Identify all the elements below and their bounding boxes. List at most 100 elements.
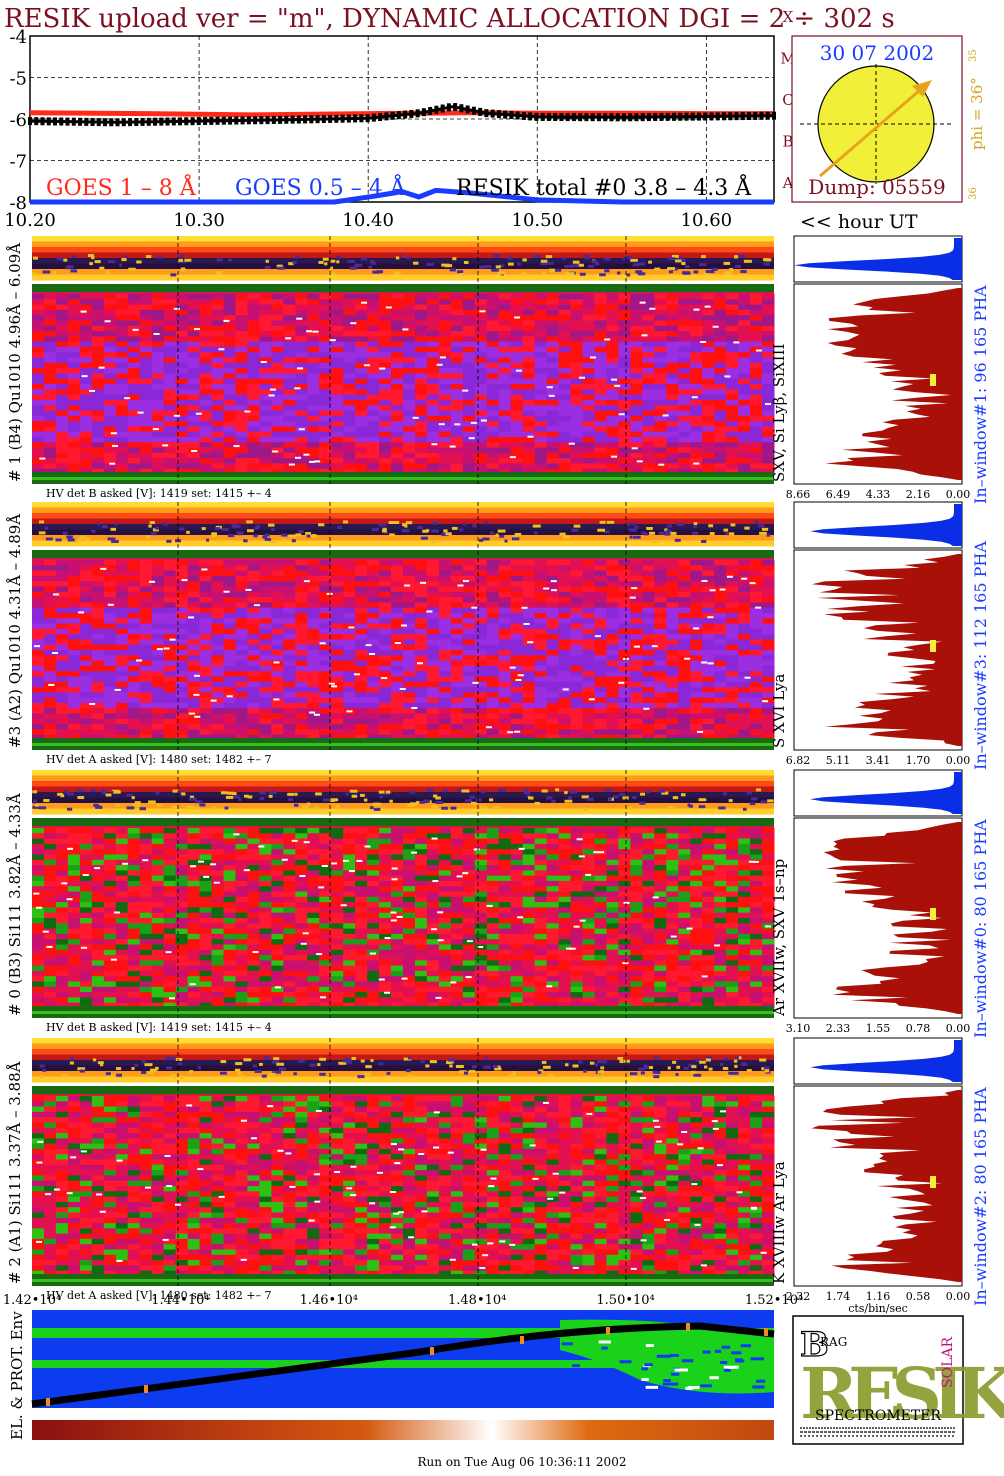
heatmap-hotpixel (169, 638, 176, 641)
heatmap-cell (115, 346, 129, 353)
heatmap-cell (474, 713, 488, 720)
heatmap-cell (367, 336, 380, 343)
heatmap-cell (67, 346, 81, 353)
heatmap-cell (199, 612, 212, 619)
heatmap-cell (762, 665, 775, 672)
heatmap-cell (486, 591, 500, 598)
heatmap-cell (426, 463, 440, 470)
heatmap-cell (271, 628, 284, 635)
heatmap-cell (331, 692, 344, 699)
heatmap-cell (355, 325, 368, 332)
strip-speckle (269, 539, 277, 543)
heatmap-hotpixel (385, 306, 392, 309)
heatmap-cell (666, 612, 679, 619)
heatmap-cell (391, 724, 404, 730)
heatmap-cell (199, 644, 212, 651)
heatmap-cell (726, 421, 739, 427)
heatmap-cell (594, 618, 607, 624)
heatmap-cell (522, 362, 536, 369)
heatmap-cell (319, 309, 332, 316)
heatmap-cell (690, 655, 703, 662)
heatmap-cell (678, 618, 691, 624)
heatmap-cell (331, 729, 344, 736)
heatmap-cell (115, 452, 129, 459)
heatmap-cell (67, 650, 81, 656)
heatmap-cell (582, 650, 595, 656)
heatmap-cell (343, 560, 356, 566)
heatmap-cell (678, 692, 691, 699)
strip-speckle (148, 524, 152, 528)
heatmap-cell (283, 708, 296, 714)
strip-speckle (44, 526, 49, 530)
heatmap-cell (738, 581, 751, 587)
x-tick-label: 10.30 (173, 210, 225, 231)
heatmap-cell (474, 378, 488, 385)
heatmap-cell (319, 692, 332, 699)
heatmap-cell (438, 394, 452, 401)
strip-speckle (670, 531, 677, 535)
heatmap-cell (259, 623, 272, 630)
heatmap-cell (415, 463, 428, 470)
heatmap-cell (415, 468, 428, 475)
heatmap-cell (151, 368, 165, 374)
heatmap-cell (522, 431, 536, 438)
heatmap-cell (654, 373, 667, 380)
strip-speckle (264, 537, 269, 541)
heatmap-cell (546, 421, 560, 427)
heatmap-cell (295, 410, 308, 417)
series-point-2 (553, 113, 558, 122)
strip-speckle (246, 529, 254, 533)
strip-speckle (511, 537, 520, 541)
heatmap-cell (582, 586, 595, 593)
heatmap-cell (67, 368, 81, 374)
heatmap-cell (534, 644, 548, 651)
heatmap-cell (283, 687, 296, 693)
heatmap-cell (510, 650, 524, 656)
heatmap-cell (750, 294, 763, 300)
heatmap-cell (714, 602, 727, 609)
detector-label: #3 (A2) Qu1010 4.31Å – 4.89Å (6, 514, 24, 748)
heatmap-cell (594, 591, 607, 598)
heatmap-cell (115, 602, 129, 609)
strip-speckle (599, 273, 606, 277)
heatmap-cell (295, 708, 308, 714)
heatmap-cell (32, 394, 45, 401)
heatmap-cell (67, 660, 81, 667)
heatmap-cell (139, 671, 153, 677)
heatmap-cell (486, 452, 500, 459)
heatmap-cell (295, 575, 308, 582)
heatmap-hotpixel (104, 320, 111, 323)
heatmap-cell (738, 692, 751, 699)
heatmap-cell (462, 708, 476, 714)
heatmap-cell (750, 607, 763, 614)
heatmap-cell (642, 575, 655, 582)
heatmap-cell (247, 452, 260, 459)
heatmap-cell (702, 565, 715, 572)
heatmap-cell (654, 309, 667, 316)
heatmap-cell (630, 718, 643, 725)
heatmap-cell (738, 357, 751, 364)
heatmap-cell (259, 421, 272, 427)
heatmap-hotpixel (468, 437, 475, 440)
heatmap-cell (379, 399, 392, 406)
heatmap-cell (450, 447, 464, 454)
strip-speckle (151, 532, 157, 536)
heatmap-cell (522, 426, 536, 433)
heatmap-cell (438, 389, 452, 396)
heatmap-cell (510, 399, 524, 406)
heatmap-cell (690, 607, 703, 614)
heatmap-cell (498, 634, 512, 640)
heatmap-cell (163, 560, 177, 566)
heatmap-cell (355, 602, 368, 609)
heatmap-cell (91, 447, 105, 454)
heatmap-cell (582, 560, 595, 566)
heatmap-cell (103, 368, 117, 374)
heatmap-cell (79, 394, 93, 401)
heatmap-cell (139, 389, 153, 396)
heatmap-cell (403, 570, 416, 577)
heatmap-cell (343, 575, 356, 582)
heatmap-cell (510, 591, 524, 598)
heatmap-cell (283, 463, 296, 470)
heatmap-cell (498, 394, 512, 401)
heatmap-cell (690, 436, 703, 443)
